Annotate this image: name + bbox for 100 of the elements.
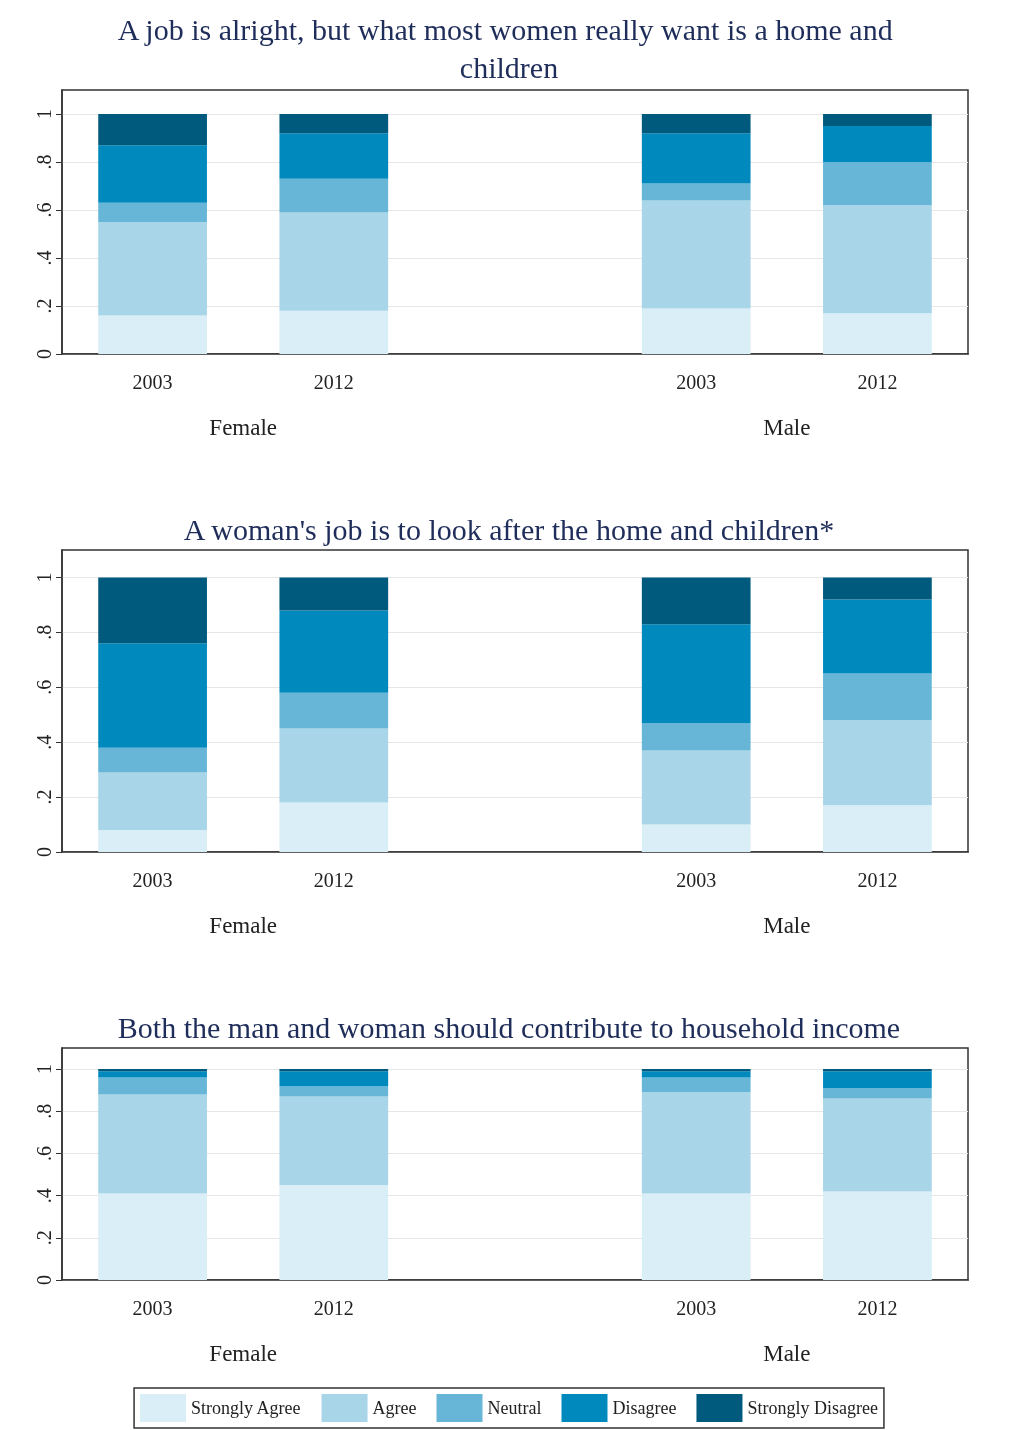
bar xyxy=(98,222,207,316)
bar xyxy=(823,205,932,314)
bar xyxy=(98,1069,207,1072)
bar xyxy=(823,673,932,721)
bar xyxy=(98,1077,207,1095)
bar xyxy=(641,722,751,751)
bar xyxy=(641,308,751,354)
bar xyxy=(641,750,751,825)
bar xyxy=(279,728,389,803)
y-tick-label: .2 xyxy=(33,298,55,314)
bar xyxy=(823,1071,932,1089)
legend-label: Agree xyxy=(372,1398,417,1418)
y-tick-label: 0 xyxy=(33,1275,55,1285)
bar xyxy=(279,610,389,693)
y-tick-label: .2 xyxy=(33,789,55,805)
bar xyxy=(641,183,751,201)
bar xyxy=(641,1077,751,1093)
bar xyxy=(279,692,389,729)
bar xyxy=(98,114,207,146)
x-tick-label: 2012 xyxy=(857,869,898,891)
bar xyxy=(279,178,389,213)
x-tick-label: 2003 xyxy=(132,869,173,891)
y-tick-label: .6 xyxy=(33,202,55,218)
bar xyxy=(279,577,389,611)
y-tick-label: .6 xyxy=(33,1145,55,1161)
bar xyxy=(279,1085,389,1097)
bar xyxy=(823,1069,932,1072)
x-tick-label: 2012 xyxy=(313,371,354,393)
legend-label: Disagree xyxy=(612,1398,677,1418)
bar xyxy=(823,162,932,206)
bar xyxy=(98,1071,207,1078)
bar xyxy=(823,720,932,806)
bar xyxy=(823,599,932,674)
bar xyxy=(98,577,207,644)
y-tick-label: .8 xyxy=(33,1103,55,1119)
y-tick-label: 0 xyxy=(33,847,55,857)
x-tick-label: 2003 xyxy=(676,1297,717,1319)
bar xyxy=(98,1193,207,1280)
bar xyxy=(641,200,751,309)
bar xyxy=(279,133,389,179)
bar xyxy=(279,212,389,311)
text: Male xyxy=(763,913,811,938)
bar xyxy=(279,114,389,134)
text: Female xyxy=(209,913,278,938)
bar xyxy=(279,1096,389,1186)
y-tick-label: 1 xyxy=(33,572,55,583)
y-tick-label: 1 xyxy=(33,1064,55,1075)
y-tick-label: .4 xyxy=(33,250,55,266)
legend-label: Strongly Agree xyxy=(191,1398,301,1418)
bar xyxy=(279,1185,389,1280)
bar xyxy=(279,802,389,852)
bar xyxy=(823,577,932,600)
x-tick-label: 2003 xyxy=(132,371,173,393)
text: Female xyxy=(209,1341,278,1366)
bar xyxy=(279,310,389,354)
bar xyxy=(98,830,207,852)
bar xyxy=(641,824,751,852)
bar xyxy=(823,313,932,354)
y-tick-label: 0 xyxy=(33,349,55,359)
bar xyxy=(823,114,932,126)
y-tick-label: .8 xyxy=(33,624,55,640)
x-tick-label: 2012 xyxy=(313,869,354,891)
bar xyxy=(98,747,207,773)
chart-title: A job is alright, but what most women really want is a home and children xyxy=(117,12,901,84)
bar xyxy=(98,202,207,222)
x-tick-label: 2003 xyxy=(676,869,717,891)
bar xyxy=(641,1193,751,1280)
bar xyxy=(823,805,932,852)
bar xyxy=(98,315,207,354)
bar xyxy=(823,1098,932,1192)
bar xyxy=(279,1069,389,1072)
bar xyxy=(823,126,932,162)
bar xyxy=(823,1191,932,1280)
y-tick-label: .4 xyxy=(33,1188,55,1204)
bar xyxy=(279,1071,389,1086)
bar xyxy=(641,1069,751,1072)
bar xyxy=(641,624,751,723)
bar xyxy=(641,133,751,184)
x-tick-label: 2012 xyxy=(857,1297,898,1319)
text: Male xyxy=(763,1341,811,1366)
bar xyxy=(641,114,751,134)
bar xyxy=(98,643,207,748)
bar xyxy=(98,772,207,831)
bar xyxy=(98,145,207,203)
y-tick-label: 1 xyxy=(33,109,55,119)
x-tick-label: 2012 xyxy=(313,1297,354,1319)
chart-title: A woman's job is to look after the home and children* xyxy=(183,512,835,546)
bar xyxy=(98,1094,207,1194)
text: Male xyxy=(763,415,811,440)
text: Female xyxy=(209,415,278,440)
x-tick-label: 2012 xyxy=(857,371,898,393)
bar xyxy=(641,577,751,625)
chart-title: Both the man and woman should contribute to household income xyxy=(117,1010,901,1044)
bar xyxy=(823,1088,932,1099)
x-tick-label: 2003 xyxy=(132,1297,173,1319)
bar xyxy=(641,1092,751,1194)
y-tick-label: .2 xyxy=(33,1230,55,1246)
legend-label: Neutral xyxy=(487,1398,542,1418)
y-tick-label: .8 xyxy=(33,154,55,170)
y-tick-label: .6 xyxy=(33,679,55,695)
